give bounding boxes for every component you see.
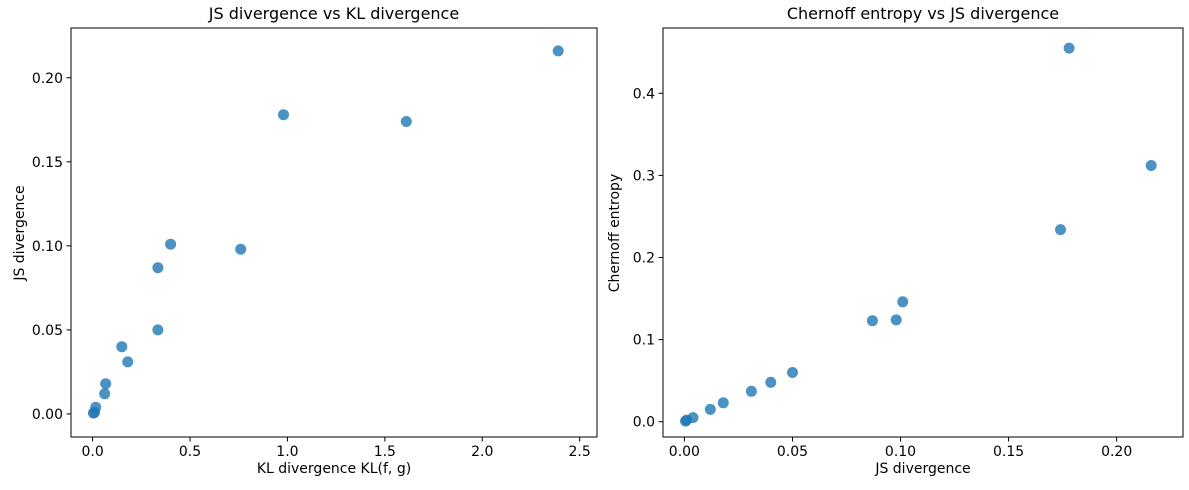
y-tick-label: 0.1 bbox=[633, 333, 655, 349]
data-point bbox=[1145, 160, 1157, 171]
data-point bbox=[90, 401, 102, 413]
y-tick-label: 0.00 bbox=[32, 407, 63, 423]
y-tick-label: 0.4 bbox=[633, 86, 655, 102]
y-tick-label: 0.15 bbox=[32, 155, 63, 171]
y-tick-label: 0.10 bbox=[32, 239, 63, 255]
data-point bbox=[152, 262, 164, 274]
chart-title-left: JS divergence vs KL divergence bbox=[208, 4, 460, 23]
y-tick-label: 0.2 bbox=[633, 251, 655, 267]
data-point bbox=[717, 397, 729, 409]
y-axis-label-right: Chernoff entropy bbox=[607, 173, 623, 293]
data-point bbox=[116, 341, 128, 353]
axes-frame bbox=[70, 27, 598, 438]
data-point bbox=[765, 376, 777, 388]
data-point bbox=[152, 324, 164, 336]
data-point bbox=[704, 403, 716, 415]
data-point bbox=[897, 296, 909, 308]
data-point bbox=[787, 367, 798, 378]
data-point bbox=[552, 45, 564, 57]
data-point bbox=[745, 385, 757, 397]
data-point bbox=[278, 109, 289, 121]
x-tick-label: 0.20 bbox=[1101, 444, 1132, 460]
y-tick-label: 0.3 bbox=[633, 168, 655, 184]
x-tick-label: 0.15 bbox=[993, 444, 1024, 460]
y-tick-label: 0.05 bbox=[32, 323, 63, 339]
x-axis-label-left: KL divergence KL(f, g) bbox=[256, 461, 412, 477]
data-point bbox=[890, 314, 902, 326]
data-point bbox=[866, 315, 878, 327]
x-tick-label: 0.0 bbox=[81, 444, 103, 460]
data-point bbox=[99, 388, 111, 400]
x-tick-label: 0.00 bbox=[669, 444, 700, 460]
data-point bbox=[400, 116, 412, 127]
data-point bbox=[1055, 224, 1066, 236]
x-tick-label: 0.05 bbox=[777, 444, 808, 460]
x-tick-label: 0.10 bbox=[885, 444, 916, 460]
chart-title-right: Chernoff entropy vs JS divergence bbox=[786, 4, 1060, 23]
x-tick-label: 1.0 bbox=[276, 444, 298, 460]
x-tick-label: 1.5 bbox=[374, 444, 396, 460]
data-point bbox=[687, 412, 699, 424]
y-tick-label: 0.0 bbox=[633, 415, 655, 431]
data-point bbox=[122, 356, 134, 368]
y-axis-label-left: JS divergence bbox=[12, 185, 28, 281]
data-point bbox=[100, 378, 112, 390]
x-tick-label: 2.0 bbox=[471, 444, 493, 460]
axes-frame bbox=[662, 27, 1184, 438]
x-axis-label-right: JS divergence bbox=[875, 461, 971, 477]
y-tick-label: 0.20 bbox=[32, 71, 63, 87]
data-point bbox=[1063, 42, 1075, 54]
x-tick-label: 0.5 bbox=[179, 444, 201, 460]
data-point bbox=[235, 243, 247, 255]
data-point bbox=[165, 238, 177, 250]
x-tick-label: 2.5 bbox=[569, 444, 591, 460]
